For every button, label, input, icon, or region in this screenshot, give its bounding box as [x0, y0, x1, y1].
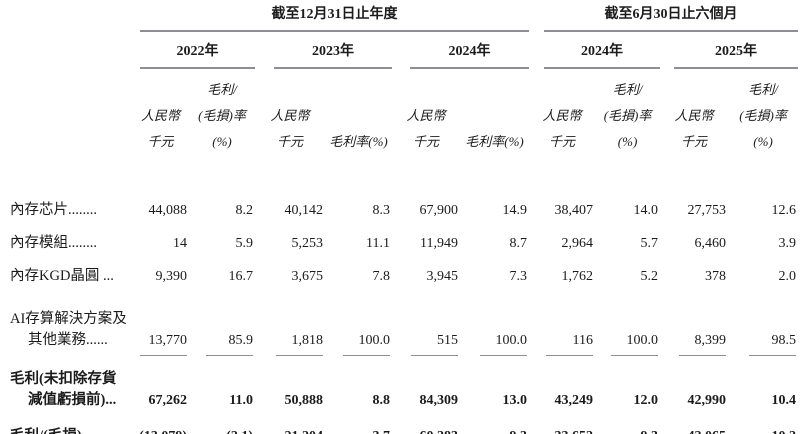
header-spacer	[2, 32, 132, 69]
year-header-2022: 2022年	[140, 32, 255, 69]
cell-value: 27,753	[687, 203, 727, 218]
cell-value: 8.3	[372, 203, 391, 218]
cell-value: 8,399	[660, 293, 728, 357]
cell-value: 378	[705, 269, 727, 284]
cell-value: 85.9	[189, 293, 255, 357]
cell-value: 7.3	[509, 269, 528, 284]
year-header-2023: 2023年	[274, 32, 392, 69]
cell-value: 13,770	[132, 293, 189, 357]
cell-value: 5.7	[640, 236, 659, 251]
row-label: 內存模組........	[10, 235, 97, 251]
cell-value: 10.2	[728, 417, 798, 434]
cell-value: 42,065	[660, 417, 728, 434]
cell-value: 1,762	[561, 269, 594, 284]
cell-value: 8.7	[509, 236, 528, 251]
cell-value: 5.2	[640, 269, 659, 284]
cell-value: 67,900	[419, 203, 459, 218]
cell-value: 14.9	[502, 203, 528, 218]
cell-value: 9.3	[460, 417, 529, 434]
cell-value: 6,460	[694, 236, 727, 251]
cell-value: 11,949	[420, 236, 458, 251]
cell-value: 42,990	[687, 393, 727, 408]
cell-value: 116	[529, 293, 595, 357]
cell-value: 12.0	[633, 393, 659, 408]
cell-value: 3,945	[426, 269, 459, 284]
cell-value: 44,088	[148, 203, 188, 218]
cell-value: (13,079)	[132, 417, 189, 434]
row-label: 內存芯片........	[10, 202, 97, 218]
cell-value: 3.7	[325, 417, 392, 434]
table-row-memory-chips: 內存芯片........ 44,088 8.2 40,142 8.3 67,90…	[2, 194, 798, 227]
cell-value: 9,390	[155, 269, 188, 284]
cell-value: 84,309	[419, 393, 459, 408]
cell-value: 5,253	[291, 236, 324, 251]
col-header-rate-2024: 毛利率(%)	[465, 134, 524, 149]
col-header-rate-2023: 毛利率(%)	[329, 134, 388, 149]
cell-value: 100.0	[325, 293, 392, 357]
section-header-annual: 截至12月31日止年度	[140, 3, 530, 32]
cell-value: 515	[392, 293, 460, 357]
col-header-rate-2024-interim: 毛利/ (毛損)率 (%)	[603, 82, 652, 149]
table-row-gross-profit-before-impairment: 毛利(未扣除存貨 減值虧損前)... 67,262 11.0 50,888 8.…	[2, 357, 798, 417]
year-header-2025-interim: 2025年	[674, 32, 799, 69]
header-spacer	[2, 69, 132, 158]
gross-margin-table: 截至12月31日止年度 截至6月30日止六個月 2022年 2023年 2024…	[2, 3, 799, 434]
cell-value: 16.7	[228, 269, 254, 284]
cell-value: 10.4	[771, 393, 797, 408]
cell-value: 9.3	[595, 417, 660, 434]
col-header-rate-2022: 毛利/ (毛損)率 (%)	[198, 82, 246, 149]
year-header-2024-interim: 2024年	[544, 32, 661, 69]
col-header-rmb-2024-interim: 人民幣 千元	[542, 108, 582, 149]
table-row-ai-storage-other: AI存算解決方案及 其他業務...... 13,770 85.9 1,818 1…	[2, 293, 798, 357]
year-header-2024: 2024年	[410, 32, 530, 69]
header-spacer	[2, 3, 132, 32]
table-row-memory-kgd-wafers: 內存KGD晶圓 ... 9,390 16.7 3,675 7.8 3,945 7…	[2, 260, 798, 293]
cell-value: 2.0	[778, 269, 797, 284]
col-header-rmb-2024: 人民幣 千元	[406, 108, 446, 149]
cell-value: 38,407	[554, 203, 594, 218]
cell-value: 100.0	[595, 293, 660, 357]
table-row-gross-profit-loss: 毛利/(毛損).... (13,079) (2.1) 21,204 3.7 60…	[2, 417, 798, 434]
section-header-row: 截至12月31日止年度 截至6月30日止六個月	[2, 3, 799, 32]
cell-value: (2.1)	[189, 417, 255, 434]
cell-value: 12.6	[771, 203, 797, 218]
cell-value: 13.0	[502, 393, 528, 408]
table-row-memory-modules: 內存模組........ 14 5.9 5,253 11.1 11,949 8.…	[2, 227, 798, 260]
cell-value: 50,888	[284, 393, 324, 408]
cell-value: 98.5	[728, 293, 798, 357]
cell-value: 8.8	[372, 393, 391, 408]
year-header-row: 2022年 2023年 2024年 2024年 2025年	[2, 32, 799, 69]
row-label: AI存算解決方案及 其他業務......	[10, 311, 127, 348]
cell-value: 3,675	[291, 269, 324, 284]
cell-value: 2,964	[561, 236, 594, 251]
cell-value: 67,262	[148, 393, 188, 408]
col-header-rmb-2025-interim: 人民幣 千元	[674, 108, 714, 149]
cell-value: 3.9	[778, 236, 797, 251]
col-header-rmb-2023: 人民幣 千元	[270, 108, 310, 149]
cell-value: 5.9	[235, 236, 254, 251]
cell-value: 14	[173, 236, 187, 251]
cell-value: 7.8	[372, 269, 391, 284]
row-label: 毛利/(毛損)....	[2, 417, 132, 434]
cell-value: 8.2	[235, 203, 254, 218]
cell-value: 43,249	[554, 393, 594, 408]
section-header-interim: 截至6月30日止六個月	[544, 3, 799, 32]
cell-value: 1,818	[255, 293, 325, 357]
row-label: 內存KGD晶圓 ...	[10, 268, 114, 284]
col-header-rmb-2022: 人民幣 千元	[140, 108, 180, 149]
spacer-row	[2, 158, 798, 194]
cell-value: 11.1	[366, 236, 390, 251]
row-label: 毛利(未扣除存貨 減值虧損前)...	[10, 371, 117, 408]
cell-value: 11.0	[229, 393, 253, 408]
cell-value: 14.0	[633, 203, 659, 218]
col-header-rate-2025-interim: 毛利/ (毛損)率 (%)	[739, 82, 787, 149]
cell-value: 33,652	[529, 417, 595, 434]
column-subheader-row: 人民幣 千元 毛利/ (毛損)率 (%) 人民幣 千元 毛利率(%) 人民幣 千…	[2, 69, 798, 158]
cell-value: 40,142	[284, 203, 324, 218]
cell-value: 21,204	[255, 417, 325, 434]
cell-value: 60,283	[392, 417, 460, 434]
cell-value: 100.0	[460, 293, 529, 357]
